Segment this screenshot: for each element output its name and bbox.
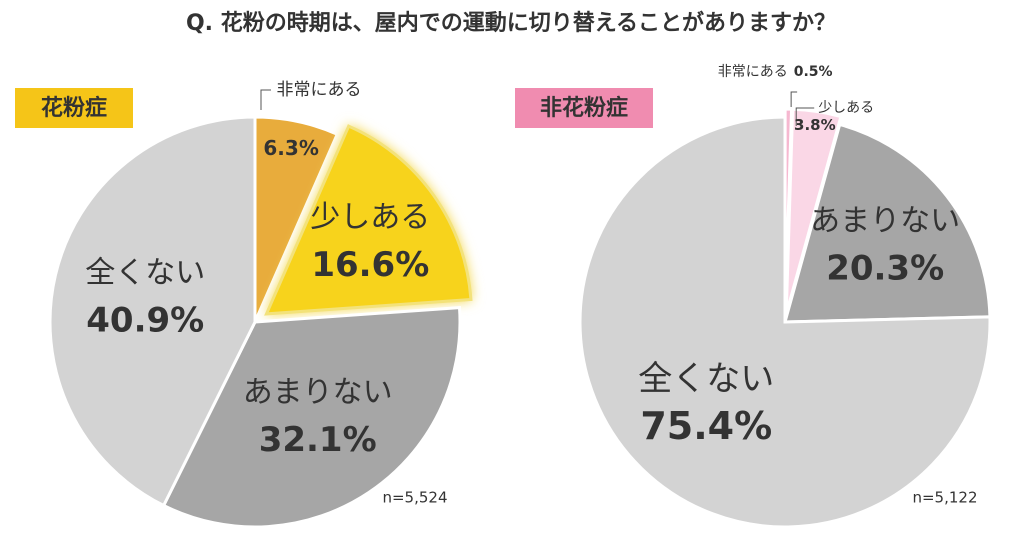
group-title: 非花粉症 (540, 95, 628, 121)
value-label: 75.4% (640, 404, 772, 448)
category-label: 全くない (85, 256, 205, 291)
category-label: 少しある (818, 100, 874, 116)
group-title: 花粉症 (41, 95, 107, 121)
group-badge (515, 88, 653, 128)
category-label: 非常にある (277, 80, 362, 100)
value-label: 0.5% (794, 64, 833, 80)
category-label: 非常にある (718, 64, 788, 80)
callout (795, 107, 815, 126)
pie-slice (578, 115, 992, 529)
callout (260, 89, 271, 110)
chart-title: Q. 花粉の時期は、屋内での運動に切り替えることがありますか？ (186, 10, 836, 36)
value-label: 40.9% (86, 301, 204, 341)
category-label: あまりない (243, 375, 393, 410)
value-label: 3.8% (794, 116, 836, 134)
category-label: 全くない (638, 359, 774, 399)
callout (790, 91, 798, 108)
value-label: 16.6% (311, 245, 429, 285)
pie-slice (48, 115, 257, 508)
category-label: 少しある (310, 200, 430, 235)
pie-slice (783, 122, 992, 324)
sample-size: n=5,122 (912, 489, 977, 507)
pie-slice (161, 305, 462, 529)
sample-size: n=5,524 (382, 489, 447, 507)
value-label: 20.3% (826, 248, 944, 288)
value-label: 32.1% (259, 420, 377, 460)
group-badge (15, 88, 133, 128)
category-label: あまりない (810, 203, 960, 238)
value-label: 6.3% (263, 136, 318, 160)
pie-slice (264, 124, 473, 316)
slice-label: 非常にある 0.5% (718, 64, 833, 80)
